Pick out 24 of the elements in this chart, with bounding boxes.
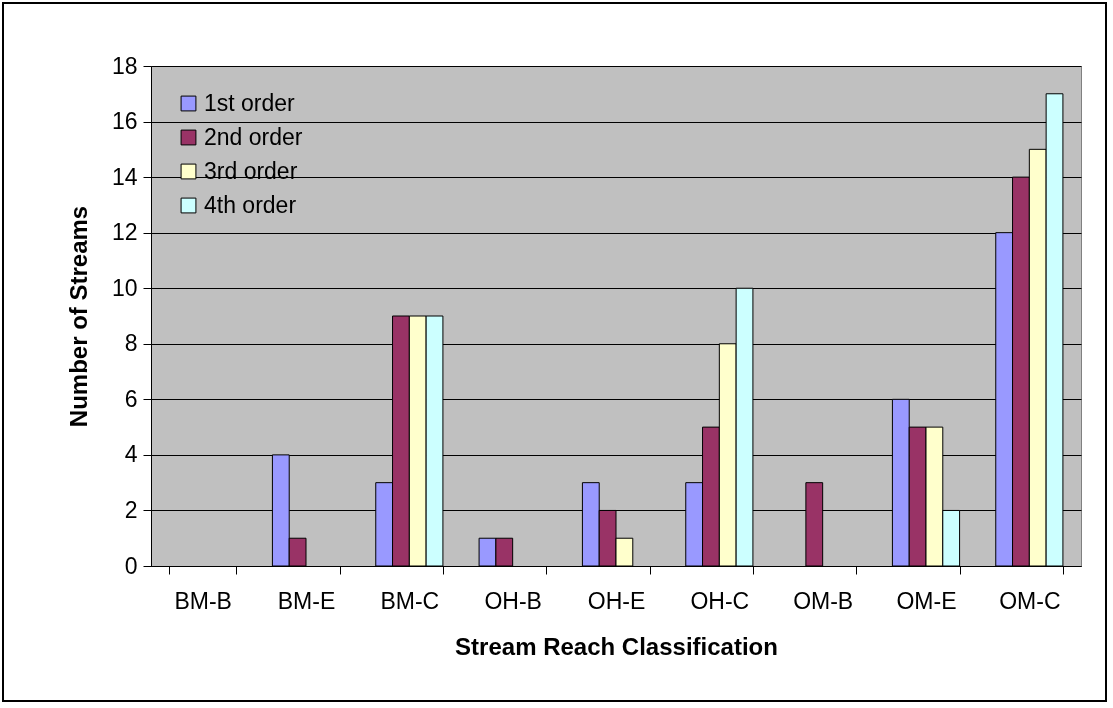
y-axis-title: Number of Streams: [64, 205, 92, 428]
x-tick-label: OH-C: [690, 587, 750, 614]
legend-label: 4th order: [204, 191, 297, 218]
x-tick-label: OH-E: [587, 587, 646, 614]
legend-label: 2nd order: [204, 123, 303, 150]
legend-label: 1st order: [204, 89, 296, 116]
y-tick-label: 12: [111, 219, 138, 246]
y-tick-label: 2: [124, 496, 138, 523]
x-tick-label: OM-E: [896, 587, 957, 614]
x-tick-label: BM-C: [380, 587, 440, 614]
y-tick-label: 16: [111, 108, 138, 135]
y-tick-label: 18: [111, 52, 138, 79]
x-tick-label: BM-B: [174, 587, 232, 614]
y-tick-label: 0: [124, 552, 138, 579]
x-tick-label: BM-E: [277, 587, 336, 614]
x-axis-title: Stream Reach Classification: [455, 632, 778, 660]
y-tick-label: 6: [124, 385, 138, 412]
x-tick-label: OM-C: [999, 587, 1061, 614]
y-tick-label: 4: [124, 441, 138, 468]
x-tick-label: OH-B: [484, 587, 542, 614]
y-tick-label: 14: [111, 163, 138, 190]
x-tick-label: OM-B: [793, 587, 854, 614]
y-tick-label: 8: [124, 330, 138, 357]
y-tick-label: 10: [111, 274, 138, 301]
